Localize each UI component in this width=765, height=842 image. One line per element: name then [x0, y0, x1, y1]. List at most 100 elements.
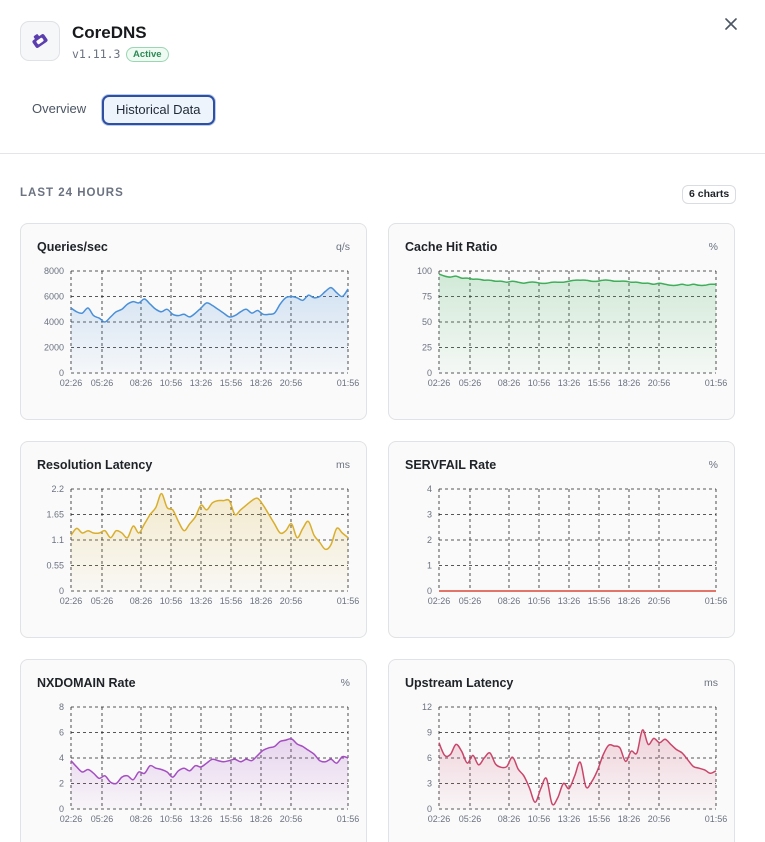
- series-area: [439, 274, 716, 373]
- x-tick-label: 08:26: [130, 596, 153, 606]
- x-tick-label: 08:26: [130, 378, 153, 388]
- x-tick-label: 20:56: [280, 596, 303, 606]
- x-tick-label: 02:26: [60, 596, 83, 606]
- y-tick-label: 3: [427, 779, 432, 789]
- y-tick-label: 25: [422, 343, 432, 353]
- chart-unit: %: [340, 677, 350, 689]
- x-tick-label: 13:26: [190, 814, 213, 824]
- x-tick-label: 08:26: [498, 596, 521, 606]
- series-line: [438, 729, 717, 806]
- chart-title: Upstream Latency: [405, 676, 514, 690]
- y-tick-label: 50: [422, 317, 432, 327]
- x-tick-label: 13:26: [190, 596, 213, 606]
- x-tick-label: 01:56: [705, 378, 728, 388]
- x-tick-label: 13:26: [558, 814, 581, 824]
- x-tick-label: 08:26: [498, 814, 521, 824]
- y-tick-label: 0: [427, 804, 432, 814]
- chart-unit: %: [708, 241, 718, 253]
- x-tick-label: 01:56: [705, 596, 728, 606]
- x-tick-label: 01:56: [337, 596, 360, 606]
- y-tick-label: 8000: [44, 266, 64, 276]
- chart-queries-per-sec: 0 2000 4000 6000 8000 02:26 05:26 08:26 10:56 13:…: [44, 266, 359, 388]
- x-tick-label: 08:26: [130, 814, 153, 824]
- x-tick-label: 10:56: [160, 378, 183, 388]
- close-icon: [725, 18, 737, 30]
- chart-card-nxdomain: NXDOMAIN Rate % 0 2 4 6 8 02:26 05:26 08:26 10:5…: [20, 659, 367, 842]
- x-tick-label: 13:26: [558, 378, 581, 388]
- chart-unit: ms: [704, 677, 718, 689]
- x-tick-label: 18:26: [250, 378, 273, 388]
- x-tick-label: 05:26: [91, 814, 114, 824]
- series-area: [439, 729, 716, 809]
- x-tick-label: 13:26: [558, 596, 581, 606]
- x-tick-label: 05:26: [459, 814, 482, 824]
- chart-card-servfail: SERVFAIL Rate % 0 1 2 3 4 02:26 05:26 08:26 10:5…: [388, 441, 735, 638]
- x-tick-label: 05:26: [459, 596, 482, 606]
- chart-upstream-latency: 0 3 6 9 12 02:26 05:26 08:26 10:56 13:26 15:56 18:2…: [422, 702, 728, 824]
- x-tick-label: 18:26: [250, 814, 273, 824]
- x-tick-label: 05:26: [459, 378, 482, 388]
- y-tick-label: 0: [59, 804, 64, 814]
- chart-card-resolution-latency: Resolution Latency ms 0 0.55 1.1 1.65 2.2 02:…: [20, 441, 367, 638]
- x-tick-label: 18:26: [618, 378, 641, 388]
- y-tick-label: 6000: [44, 292, 64, 302]
- y-tick-label: 8: [59, 702, 64, 712]
- x-tick-label: 10:56: [160, 814, 183, 824]
- chart-title: Queries/sec: [37, 240, 108, 254]
- x-tick-label: 10:56: [160, 596, 183, 606]
- chart-servfail-rate: 0 1 2 3 4 02:26 05:26 08:26 10:56 13:26 15:56 18:26…: [427, 484, 728, 606]
- series-line: [70, 492, 349, 551]
- section-title: LAST 24 HOURS: [20, 187, 124, 199]
- y-tick-label: 2.2: [51, 484, 64, 494]
- chart-resolution-latency: 0 0.55 1.1 1.65 2.2 02:26 05:26 08:26 10:56 13:26…: [46, 484, 360, 606]
- x-tick-label: 15:56: [220, 814, 243, 824]
- tab-overview[interactable]: Overview: [32, 101, 87, 116]
- x-tick-label: 01:56: [705, 814, 728, 824]
- y-tick-label: 1.65: [46, 510, 64, 520]
- tab-historical-data[interactable]: Historical Data: [102, 95, 215, 125]
- chart-card-upstream-latency: Upstream Latency ms 0 3 6 9 12 02:26 05:26 08:2…: [388, 659, 735, 842]
- x-tick-label: 05:26: [91, 596, 114, 606]
- chart-card-queries: Queries/sec q/s 0 2000 4000 6000 8000 02:26 05…: [20, 223, 367, 420]
- series-line: [438, 273, 717, 287]
- x-tick-label: 02:26: [428, 814, 451, 824]
- series-area: [71, 493, 348, 591]
- puzzle-plugin-icon: [32, 34, 48, 48]
- app-icon-tile: [20, 21, 60, 61]
- y-tick-label: 0: [427, 368, 432, 378]
- series-area: [71, 738, 348, 809]
- y-tick-label: 2000: [44, 343, 64, 353]
- y-tick-label: 2: [59, 779, 64, 789]
- series-area: [71, 287, 348, 373]
- x-tick-label: 20:56: [280, 814, 303, 824]
- x-tick-label: 18:26: [250, 596, 273, 606]
- app-version: v1.11.3: [72, 47, 121, 61]
- series-line: [70, 286, 349, 323]
- y-tick-label: 9: [427, 728, 432, 738]
- chart-unit: %: [708, 459, 718, 471]
- y-tick-label: 0.55: [46, 561, 64, 571]
- y-tick-label: 12: [422, 702, 432, 712]
- x-tick-label: 13:26: [190, 378, 213, 388]
- app-title: CoreDNS: [72, 23, 147, 42]
- chart-title: SERVFAIL Rate: [405, 458, 497, 472]
- x-tick-label: 20:56: [280, 378, 303, 388]
- y-tick-label: 1: [427, 561, 432, 571]
- y-tick-label: 4: [59, 753, 64, 763]
- x-tick-label: 15:56: [220, 378, 243, 388]
- x-tick-label: 15:56: [588, 378, 611, 388]
- x-tick-label: 20:56: [648, 814, 671, 824]
- close-button[interactable]: [721, 14, 741, 34]
- y-tick-label: 6: [427, 753, 432, 763]
- y-tick-label: 3: [427, 510, 432, 520]
- x-tick-label: 01:56: [337, 814, 360, 824]
- chart-cache-hit-ratio: 0 25 50 75 100 02:26 05:26 08:26 10:56 13:26 15:56…: [417, 266, 728, 388]
- chart-title: Resolution Latency: [37, 458, 153, 472]
- x-tick-label: 15:56: [588, 596, 611, 606]
- x-tick-label: 10:56: [528, 814, 551, 824]
- status-badge: Active: [126, 47, 169, 62]
- x-tick-label: 10:56: [528, 378, 551, 388]
- chart-unit: q/s: [335, 241, 350, 253]
- x-tick-label: 20:56: [648, 596, 671, 606]
- chart-unit: ms: [336, 459, 350, 471]
